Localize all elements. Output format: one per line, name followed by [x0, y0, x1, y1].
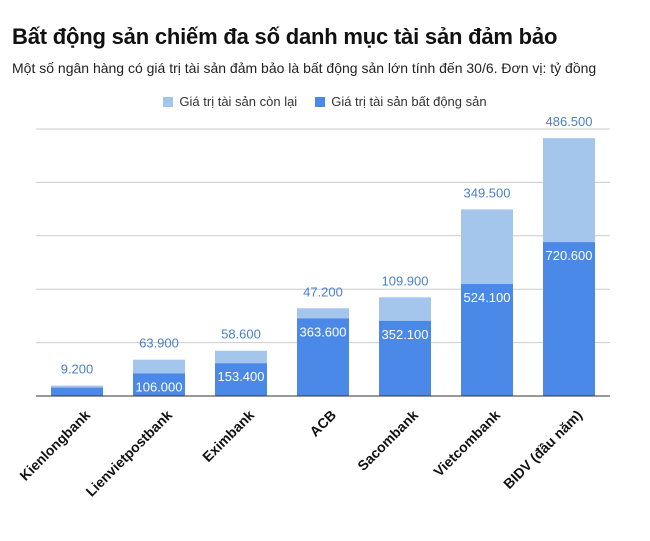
bar-real-estate — [297, 318, 349, 396]
legend-label-remaining: Giá trị tài sản còn lại — [179, 94, 298, 109]
data-label-remaining: 109.900 — [382, 273, 429, 288]
legend-item-real-estate: Giá trị tài sản bất động sản — [315, 94, 487, 109]
category-label: Sacombank — [354, 407, 421, 474]
data-label-remaining: 47.200 — [303, 284, 343, 299]
bar-remaining — [133, 359, 185, 374]
data-label-remaining: 486.500 — [546, 114, 593, 129]
data-label-real-estate: 363.600 — [300, 324, 347, 339]
bar-remaining — [297, 308, 349, 319]
legend: Giá trị tài sản còn lại Giá trị tài sản … — [0, 94, 650, 109]
data-label-real-estate: 352.100 — [382, 327, 429, 342]
data-label-real-estate: 106.000 — [136, 379, 183, 394]
bar-remaining — [51, 385, 103, 388]
data-label-real-estate: 39.300 — [57, 394, 97, 409]
data-label-remaining: 349.500 — [464, 185, 511, 200]
category-label: Lienvietpostbank — [82, 407, 175, 500]
data-label-real-estate: 720.600 — [546, 248, 593, 263]
bar-real-estate — [133, 373, 185, 396]
bar-remaining — [215, 350, 267, 364]
bar-real-estate — [543, 242, 595, 396]
bar-remaining — [461, 209, 513, 285]
category-label: ACB — [306, 407, 339, 440]
bar-remaining — [543, 138, 595, 243]
legend-item-remaining: Giá trị tài sản còn lại — [163, 94, 297, 109]
data-label-real-estate: 524.100 — [464, 290, 511, 305]
data-label-remaining: 58.600 — [221, 327, 261, 342]
chart-title: Bất động sản chiếm đa số danh mục tài sả… — [12, 24, 558, 49]
legend-label-real-estate: Giá trị tài sản bất động sản — [331, 94, 487, 109]
category-label: Eximbank — [199, 407, 257, 465]
category-label: BIDV (đầu năm) — [500, 407, 585, 492]
category-label: Vietcombank — [430, 407, 503, 480]
bar-real-estate — [215, 363, 267, 396]
bar-real-estate — [51, 387, 103, 396]
bar-real-estate — [461, 284, 513, 396]
bar-remaining — [379, 297, 431, 321]
data-label-real-estate: 153.400 — [218, 369, 265, 384]
legend-swatch-remaining — [163, 96, 174, 107]
category-label: Kienlongbank — [16, 407, 93, 484]
data-label-remaining: 63.900 — [139, 336, 179, 351]
bar-real-estate — [379, 320, 431, 396]
chart-subtitle: Một số ngân hàng có giá trị tài sản đảm … — [12, 60, 597, 76]
data-label-remaining: 9.200 — [61, 362, 94, 377]
legend-swatch-real-estate — [315, 96, 326, 107]
